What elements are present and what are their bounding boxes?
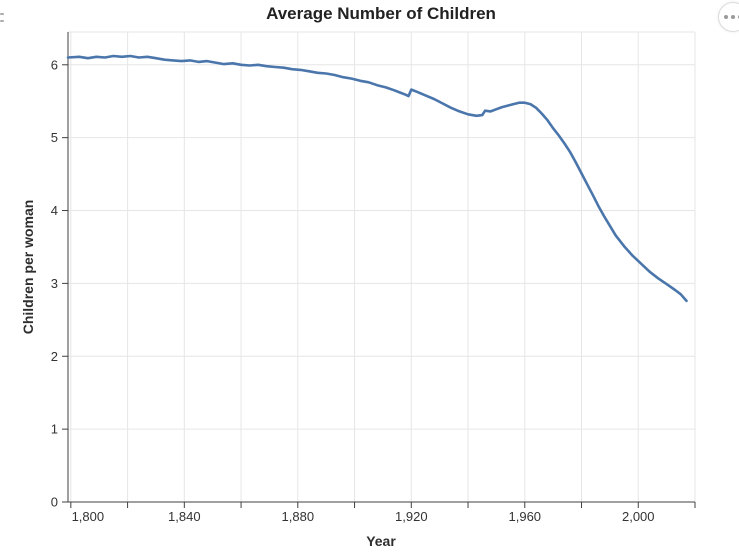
y-tick-label: 5 (51, 130, 58, 145)
tick-labels: 0 1 2 3 4 5 6 1,800 1,840 1,880 1,920 1,960 2,000 (51, 57, 655, 524)
y-tick-label: 2 (51, 349, 58, 364)
y-tick-label: 0 (51, 495, 58, 510)
x-tick-label: 1,800 (72, 509, 105, 524)
series-layer (66, 54, 688, 303)
y-axis-title: Children per woman (20, 200, 36, 335)
x-tick-label: 1,840 (168, 509, 201, 524)
axes (62, 32, 696, 508)
chart-title: Average Number of Children (266, 4, 496, 23)
y-tick-label: 3 (51, 276, 58, 291)
data-line-series (66, 54, 688, 303)
y-tick-label: 6 (51, 57, 58, 72)
gridlines (68, 31, 696, 502)
x-tick-label: 1,960 (509, 509, 542, 524)
x-tick-label: 2,000 (622, 509, 655, 524)
y-tick-label: 1 (51, 422, 58, 437)
grip-dots-icon (0, 13, 6, 27)
x-tick-label: 1,920 (395, 509, 428, 524)
chart-context-menu-button[interactable] (718, 2, 739, 32)
x-tick-label: 1,880 (282, 509, 315, 524)
y-tick-label: 4 (51, 203, 58, 218)
x-axis-title: Year (366, 533, 396, 549)
ellipsis-icon (724, 15, 739, 19)
